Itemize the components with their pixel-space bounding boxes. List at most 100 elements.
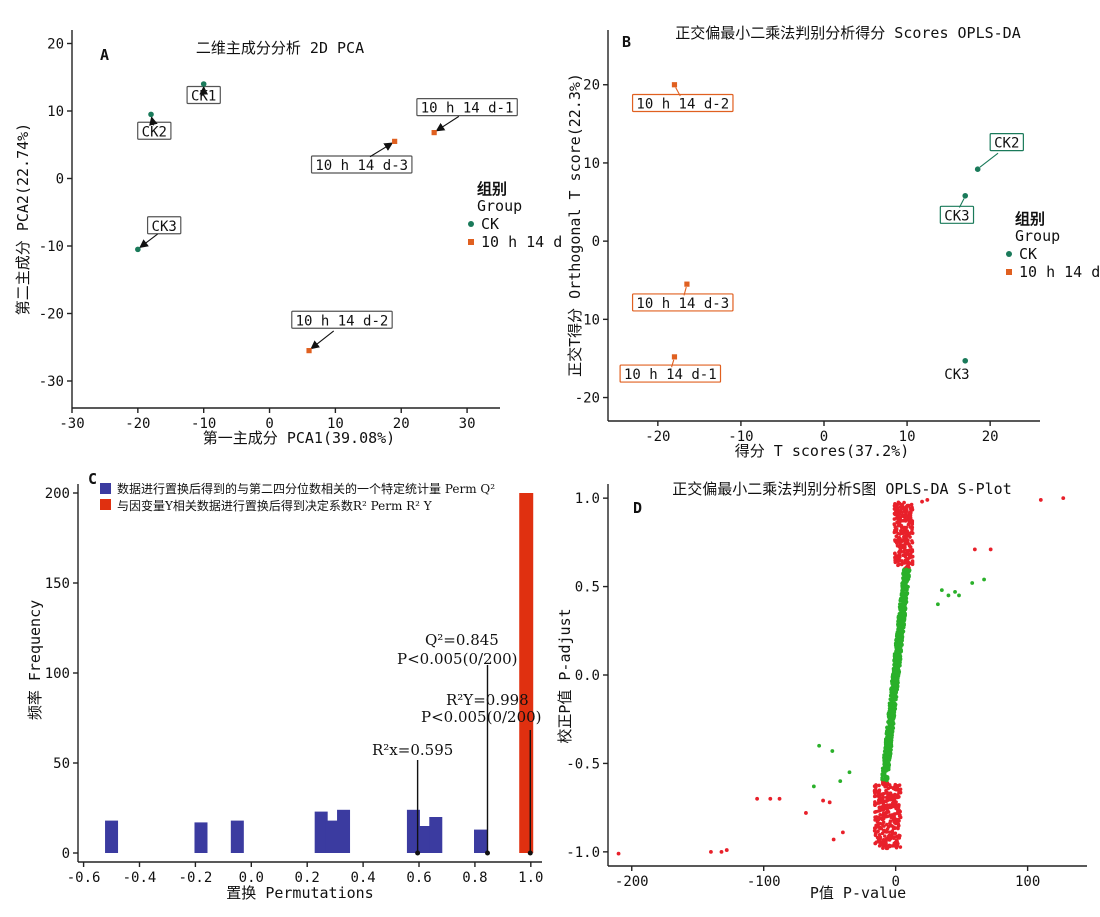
y-axis-label: 第二主成分 PCA2(22.74%) (14, 123, 32, 315)
s-plot-point (896, 817, 901, 822)
panel-a: -30 -20 -10 0 10 20 30 20 10 0 -10 -20 -30 A 二维主成分分析 2… (14, 30, 562, 447)
s-plot-point (894, 541, 899, 545)
s-plot-point (889, 686, 894, 690)
s-plot-point (872, 828, 877, 833)
bar-perm-q (105, 820, 119, 853)
x-tick-label: -20 (645, 429, 670, 445)
s-plot-point (897, 814, 902, 818)
x-tick-label: 0.2 (295, 870, 320, 886)
label-connector (675, 87, 681, 97)
s-plot-point (904, 514, 909, 518)
data-point (671, 354, 678, 360)
s-plot-point (877, 799, 881, 803)
s-plot-point (895, 673, 900, 677)
point-label: 10 h 14 d-2 (296, 313, 389, 329)
s-plot-point (896, 517, 901, 522)
s-plot-point (903, 584, 908, 589)
s-plot-point (901, 603, 905, 607)
s-plot-outlier (709, 849, 713, 854)
s-plot-point (900, 510, 905, 514)
y-tick-label: -0.5 (566, 756, 600, 772)
x-tick-label: 100 (1015, 874, 1040, 890)
s-plot-point (905, 549, 909, 553)
s-plot-point (898, 646, 902, 651)
s-plot-point (885, 781, 889, 785)
y-tick-label: 0 (56, 172, 64, 188)
y-axis-label: 频率 Frequency (26, 600, 44, 720)
s-plot-point (889, 747, 893, 752)
s-plot-point (898, 787, 903, 792)
legend-swatch-q (100, 483, 111, 494)
s-plot-point (898, 536, 902, 541)
s-plot-point (898, 638, 902, 643)
s-plot-point (886, 725, 890, 730)
s-plot-point (886, 810, 891, 814)
s-plot-point (888, 739, 892, 744)
y-tick-label: 0.0 (575, 668, 600, 684)
s-plot-point (893, 801, 897, 806)
label-connector (671, 359, 675, 368)
s-plot-outlier (925, 498, 930, 502)
s-plot-point (893, 826, 897, 830)
s-plot-point (896, 826, 900, 831)
s-plot-point (888, 821, 892, 825)
s-plot-point (890, 681, 894, 686)
s-plot-outlier (935, 602, 940, 607)
s-plot-point (909, 502, 914, 507)
s-plot-point (894, 838, 899, 843)
s-plot-point (893, 556, 898, 561)
s-plot-outlier (838, 779, 843, 784)
y-tick-label: -30 (39, 374, 64, 390)
bar-perm-q (406, 809, 420, 853)
s-plot-point (902, 535, 906, 539)
s-plot-point (872, 784, 877, 789)
point-label-box (631, 293, 734, 312)
s-plot-point (873, 790, 877, 795)
s-plot-point (884, 761, 889, 765)
s-plot-point (896, 836, 901, 840)
y-tick-label: 20 (47, 37, 64, 53)
s-plot-point (887, 758, 892, 762)
y-tick-label: 0.5 (575, 580, 600, 596)
s-plot-point (884, 730, 889, 735)
x-axis-label: 第一主成分 PCA1(39.08%) (203, 429, 395, 447)
bar-perm-q (314, 811, 328, 853)
label-arrow (310, 330, 335, 350)
panel-c: -0.6 -0.4 -0.2 0.0 0.2 0.4 0.6 0.8 1.0 0 50 100 150 2… (26, 470, 543, 902)
s-plot-point (895, 843, 900, 848)
s-plot-point (894, 666, 899, 671)
s-plot-point (888, 791, 893, 795)
y-tick-label: -20 (39, 307, 64, 323)
label-connector (958, 198, 965, 208)
s-plot-point (876, 824, 880, 829)
legend-label-r: 与因变量Y相关数据进行置换后得到决定系数R² Perm R² Y (117, 498, 433, 513)
s-plot-point (889, 725, 894, 729)
s-plot-point (897, 555, 901, 560)
s-plot-point (881, 820, 886, 825)
s-plot-point (906, 575, 911, 579)
s-plot-point (894, 637, 899, 642)
legend-label-ck: CK (1019, 245, 1037, 263)
s-plot-point (892, 819, 896, 824)
s-plot-point (894, 651, 899, 655)
panel-letter: A (100, 46, 109, 64)
s-plot-point (904, 540, 908, 544)
s-plot-point (893, 654, 897, 658)
s-plot-point (907, 520, 912, 525)
s-plot-point (903, 551, 907, 556)
s-plot-outlier (777, 796, 782, 801)
x-tick-label: 0.6 (406, 870, 431, 886)
point-label: CK1 (191, 88, 216, 104)
label-connector (683, 286, 687, 296)
s-plot-point (888, 731, 892, 736)
x-axis-label: P值 P-value (810, 884, 906, 902)
x-tick-label: 20 (982, 429, 999, 445)
s-plot-point (884, 778, 889, 783)
s-plot-point (899, 523, 904, 528)
s-plot-point (877, 832, 882, 837)
s-plot-point (910, 549, 915, 554)
x-tick-label: 0 (891, 874, 899, 890)
s-plot-point (885, 790, 890, 795)
s-plot-point (910, 522, 915, 526)
